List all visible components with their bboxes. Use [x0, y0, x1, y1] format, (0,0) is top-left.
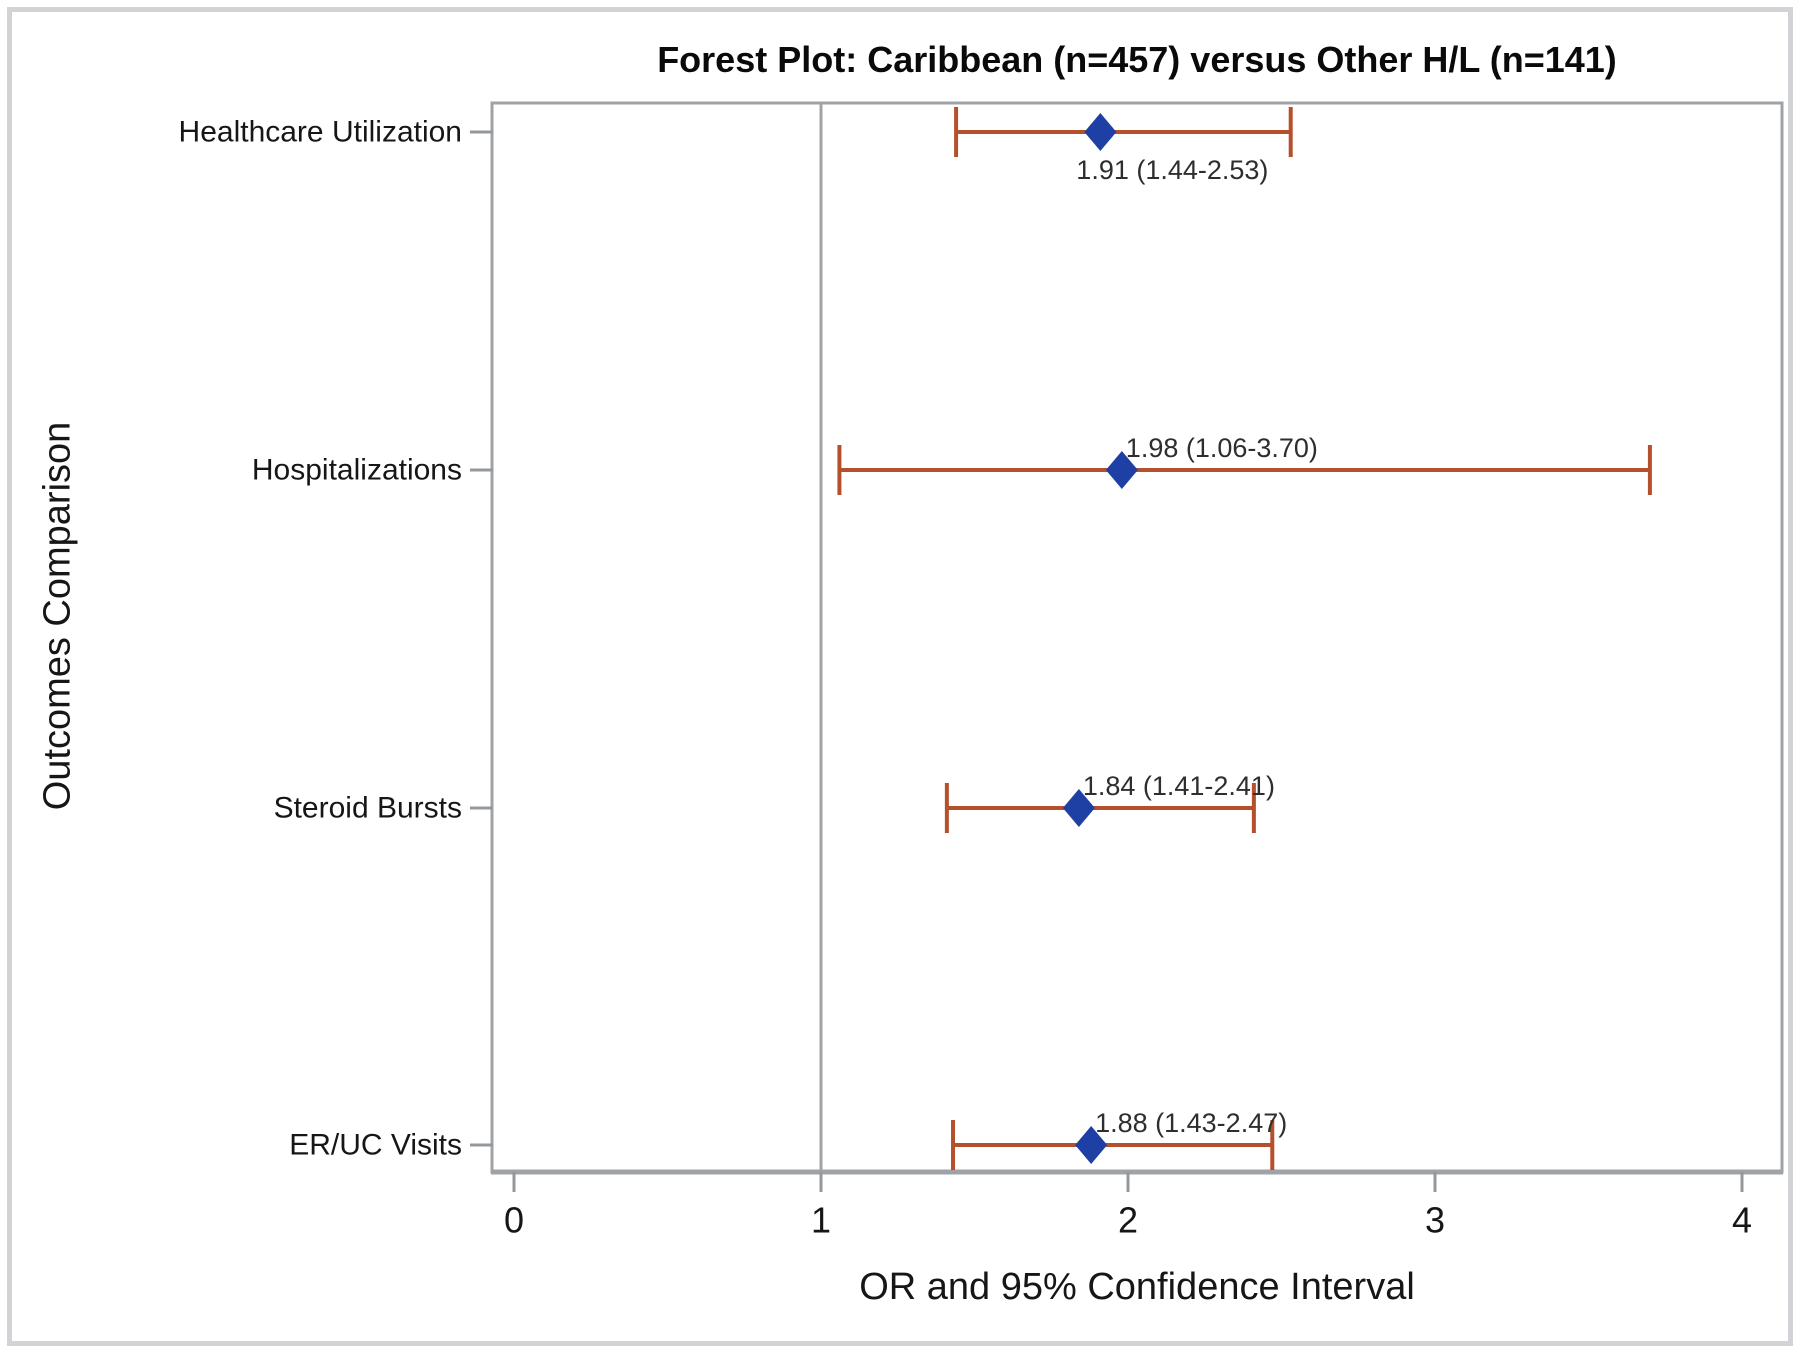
or-value-label: 1.91 (1.44-2.53) [1076, 155, 1268, 185]
x-tick-label: 3 [1425, 1200, 1445, 1241]
x-tick-label: 0 [504, 1200, 524, 1241]
or-marker [1062, 789, 1095, 827]
or-value-label: 1.98 (1.06-3.70) [1126, 433, 1318, 463]
x-axis-title: OR and 95% Confidence Interval [859, 1266, 1415, 1308]
x-tick-label: 2 [1118, 1200, 1138, 1241]
or-marker [1084, 113, 1117, 151]
chart-title: Forest Plot: Caribbean (n=457) versus Ot… [657, 39, 1617, 80]
category-label: Healthcare Utilization [179, 116, 462, 149]
category-label: ER/UC Visits [289, 1129, 462, 1162]
plot-frame [490, 101, 1784, 1174]
or-value-label: 1.88 (1.43-2.47) [1095, 1108, 1287, 1138]
x-tick-label: 4 [1732, 1200, 1752, 1241]
or-value-label: 1.84 (1.41-2.41) [1083, 771, 1275, 801]
category-label: Hospitalizations [252, 454, 462, 487]
or-marker [1105, 451, 1138, 489]
category-label: Steroid Bursts [274, 792, 462, 825]
or-marker [1075, 1126, 1108, 1164]
x-tick-label: 1 [811, 1200, 831, 1241]
